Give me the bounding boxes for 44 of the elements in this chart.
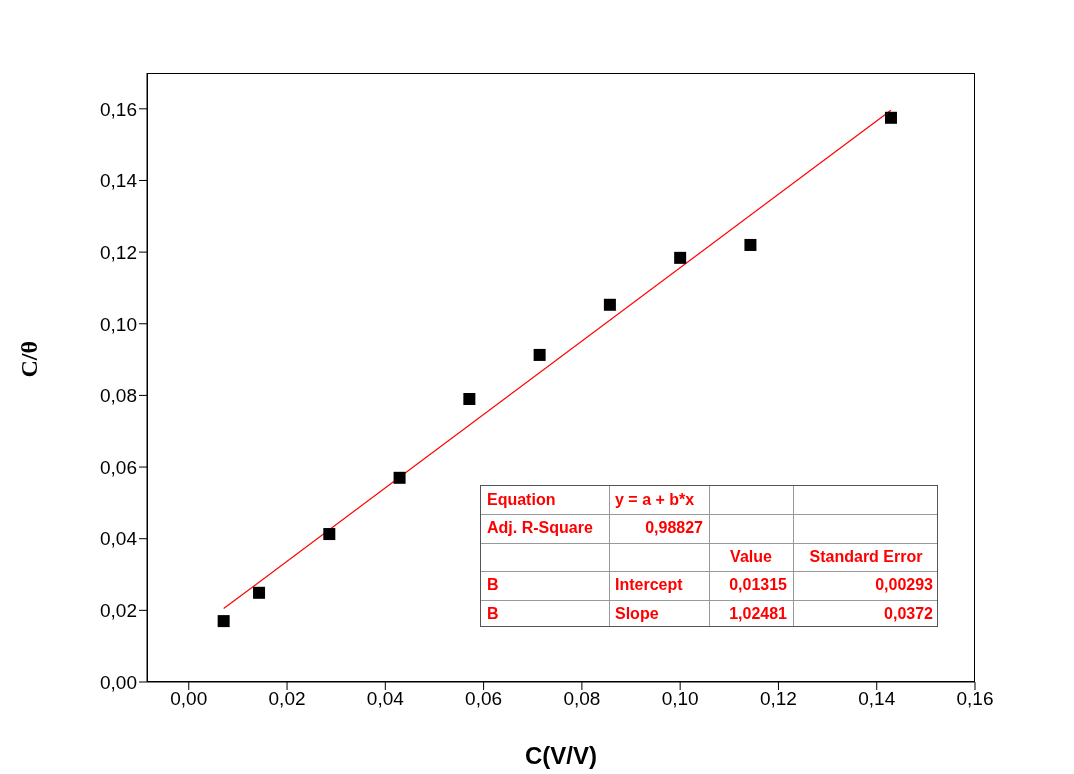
- point: [323, 528, 336, 541]
- x-tick-label: 0,10: [661, 688, 699, 710]
- point: [884, 111, 897, 124]
- x-tick-label: 0,08: [563, 688, 601, 710]
- point: [217, 615, 230, 628]
- x-tick-label: 0,06: [465, 688, 503, 710]
- x-tick-label: 0,16: [956, 688, 994, 710]
- annotation: 0,01315: [728, 576, 787, 595]
- y-tick-label: 0,12: [100, 241, 137, 263]
- annotation: Equation: [487, 491, 557, 509]
- annotation: 1,02481: [728, 604, 787, 623]
- x-tick-label: 0,04: [366, 688, 405, 710]
- x-tick-label: 0,00: [170, 688, 208, 710]
- x-tick-label: 0,14: [858, 688, 896, 710]
- point: [253, 586, 266, 599]
- annotation: Intercept: [615, 576, 684, 595]
- y-tick-label: 0,08: [100, 385, 137, 407]
- annotation: Standard Error: [808, 547, 924, 566]
- y-tick-label: 0,14: [100, 170, 138, 192]
- annotation: y = a + b*x: [615, 491, 696, 509]
- y-tick-label: 0,16: [100, 98, 137, 120]
- x-tick-label: 0,02: [268, 688, 306, 710]
- point: [603, 298, 616, 311]
- annotation: Value: [729, 547, 773, 566]
- point: [393, 471, 406, 484]
- annotation: 0,00293: [874, 576, 933, 595]
- y-tick-label: 0,06: [100, 456, 137, 478]
- y-tick-label: 0,02: [100, 600, 137, 622]
- x-tick-label: 0,12: [759, 688, 797, 710]
- annotation: Adj. R-Square: [487, 519, 594, 538]
- point: [674, 251, 687, 264]
- annotation: 0,98827: [644, 519, 703, 538]
- y-axis-title: C/θ: [15, 340, 42, 378]
- point: [533, 348, 546, 361]
- x-axis-title: C(V/V): [525, 742, 597, 769]
- annotation: Slope: [615, 604, 660, 623]
- annotation: B: [487, 604, 500, 623]
- annotation: 0,0372: [883, 604, 933, 623]
- y-tick-label: 0,10: [100, 313, 137, 335]
- point: [463, 392, 476, 405]
- annotation: B: [487, 576, 500, 595]
- y-tick-label: 0,04: [100, 528, 138, 550]
- y-tick-label: 0,00: [100, 671, 137, 693]
- point: [744, 238, 757, 251]
